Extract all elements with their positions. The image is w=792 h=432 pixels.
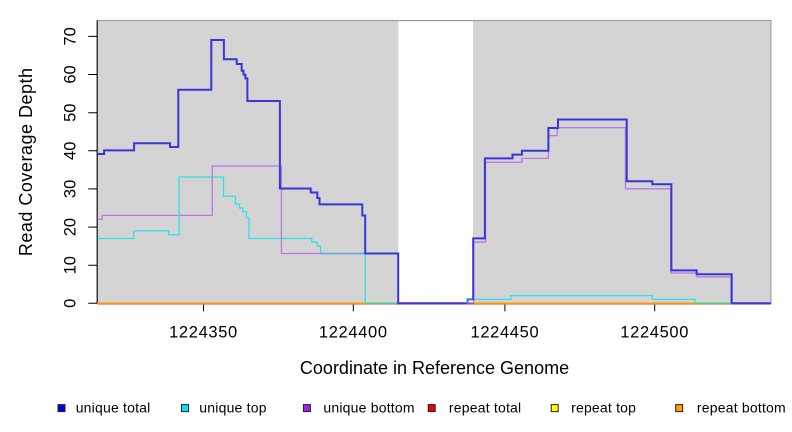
svg-text:1224400: 1224400	[319, 324, 388, 342]
svg-text:unique top: unique top	[199, 400, 266, 416]
svg-text:30: 30	[62, 180, 80, 198]
svg-text:Coordinate in Reference Genome: Coordinate in Reference Genome	[300, 358, 569, 378]
svg-text:unique bottom: unique bottom	[323, 400, 414, 416]
svg-text:Read Coverage Depth: Read Coverage Depth	[16, 67, 36, 256]
svg-text:40: 40	[62, 142, 80, 160]
svg-text:70: 70	[62, 27, 80, 45]
svg-text:20: 20	[62, 218, 80, 236]
svg-text:repeat bottom: repeat bottom	[697, 400, 786, 416]
svg-text:50: 50	[62, 104, 80, 122]
svg-text:repeat top: repeat top	[571, 400, 636, 416]
svg-text:10: 10	[62, 256, 80, 274]
svg-text:1224450: 1224450	[471, 324, 540, 342]
svg-text:1224500: 1224500	[620, 324, 689, 342]
svg-text:60: 60	[62, 65, 80, 83]
svg-text:0: 0	[62, 299, 80, 308]
svg-text:unique total: unique total	[76, 400, 151, 416]
svg-text:repeat total: repeat total	[449, 400, 521, 416]
svg-text:1224350: 1224350	[169, 324, 238, 342]
